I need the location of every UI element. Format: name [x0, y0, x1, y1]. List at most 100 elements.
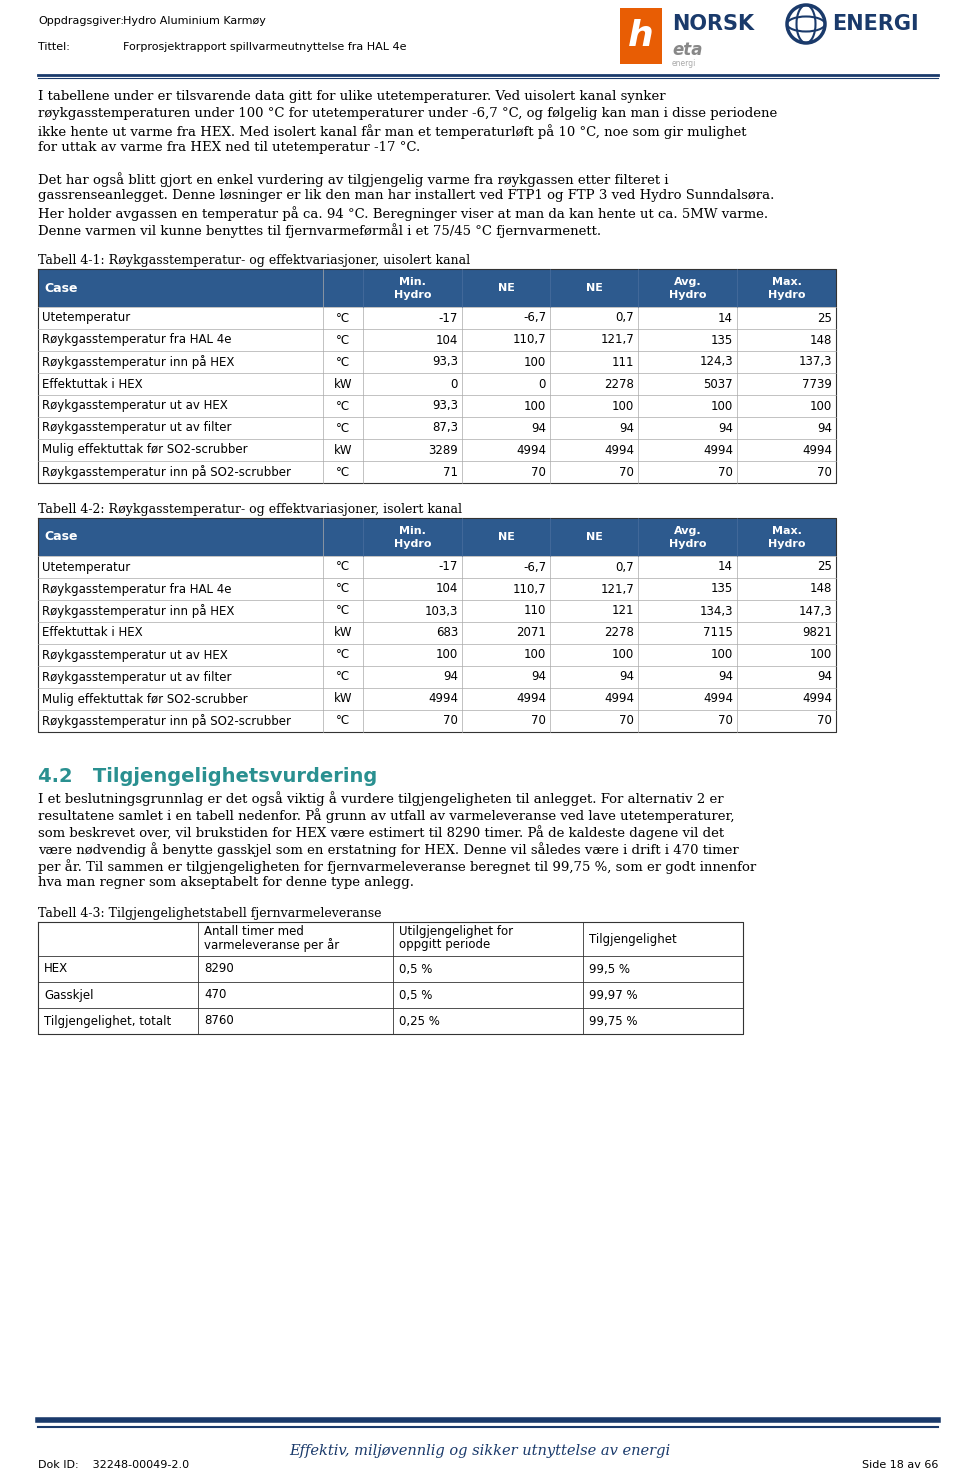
Bar — [38, 1008, 743, 1035]
Text: kW: kW — [334, 443, 352, 456]
Text: 14: 14 — [718, 311, 733, 325]
Bar — [38, 579, 836, 601]
Text: 100: 100 — [436, 648, 458, 661]
Text: 100: 100 — [524, 648, 546, 661]
Text: 0: 0 — [539, 378, 546, 391]
Text: varmeleveranse per år: varmeleveranse per år — [204, 939, 339, 952]
Text: Avg.: Avg. — [674, 525, 702, 536]
Text: 4994: 4994 — [516, 443, 546, 456]
Bar — [38, 601, 836, 621]
Text: 8760: 8760 — [204, 1014, 233, 1027]
Text: 100: 100 — [710, 400, 733, 412]
Text: °C: °C — [336, 400, 350, 412]
Text: 4994: 4994 — [802, 443, 832, 456]
Text: for uttak av varme fra HEX ned til utetemperatur -17 °C.: for uttak av varme fra HEX ned til utete… — [38, 142, 420, 154]
Text: Effektiv, miljøvennlig og sikker utnyttelse av energi: Effektiv, miljøvennlig og sikker utnytte… — [289, 1444, 671, 1458]
Text: Min.: Min. — [399, 525, 426, 536]
Bar — [38, 621, 836, 644]
Text: 71: 71 — [443, 465, 458, 478]
Text: °C: °C — [336, 670, 350, 683]
Text: Her holder avgassen en temperatur på ca. 94 °C. Beregninger viser at man da kan : Her holder avgassen en temperatur på ca.… — [38, 207, 768, 221]
Text: som beskrevet over, vil brukstiden for HEX være estimert til 8290 timer. På de k: som beskrevet over, vil brukstiden for H… — [38, 825, 724, 840]
Text: 5037: 5037 — [704, 378, 733, 391]
Text: 148: 148 — [809, 334, 832, 347]
Text: 94: 94 — [817, 670, 832, 683]
Text: Forprosjektrapport spillvarmeutnyttelse fra HAL 4e: Forprosjektrapport spillvarmeutnyttelse … — [123, 41, 406, 52]
Text: resultatene samlet i en tabell nedenfor. På grunn av utfall av varmeleveranse ve: resultatene samlet i en tabell nedenfor.… — [38, 807, 734, 824]
Text: 99,5 %: 99,5 % — [589, 962, 630, 976]
Text: 100: 100 — [809, 400, 832, 412]
Text: h: h — [628, 19, 654, 53]
Text: °C: °C — [336, 356, 350, 369]
Text: Min.: Min. — [399, 277, 426, 286]
Text: Røykgasstemperatur inn på SO2-scrubber: Røykgasstemperatur inn på SO2-scrubber — [42, 465, 291, 480]
Text: 94: 94 — [619, 422, 634, 434]
Text: Tabell 4-1: Røykgasstemperatur- og effektvariasjoner, uisolert kanal: Tabell 4-1: Røykgasstemperatur- og effek… — [38, 254, 470, 267]
Bar — [38, 461, 836, 483]
Text: Utilgjengelighet for: Utilgjengelighet for — [399, 925, 514, 939]
Text: 70: 70 — [817, 714, 832, 728]
Text: 70: 70 — [619, 465, 634, 478]
Text: 110,7: 110,7 — [513, 583, 546, 595]
Bar — [38, 556, 836, 579]
Text: 94: 94 — [718, 422, 733, 434]
Text: Hydro: Hydro — [669, 289, 707, 300]
Bar — [38, 666, 836, 688]
Text: 87,3: 87,3 — [432, 422, 458, 434]
Text: Røykgasstemperatur fra HAL 4e: Røykgasstemperatur fra HAL 4e — [42, 583, 231, 595]
Text: 4994: 4994 — [802, 692, 832, 706]
Text: oppgitt periode: oppgitt periode — [399, 939, 491, 951]
Bar — [38, 438, 836, 461]
Text: Case: Case — [44, 282, 78, 295]
Text: Mulig effektuttak før SO2-scrubber: Mulig effektuttak før SO2-scrubber — [42, 692, 248, 706]
Text: 94: 94 — [531, 670, 546, 683]
Text: Det har også blitt gjort en enkel vurdering av tilgjengelig varme fra røykgassen: Det har også blitt gjort en enkel vurder… — [38, 173, 668, 187]
Text: -6,7: -6,7 — [523, 311, 546, 325]
Text: Case: Case — [44, 530, 78, 543]
Text: 8290: 8290 — [204, 962, 233, 976]
Text: I et beslutningsgrunnlag er det også viktig å vurdere tilgjengeligheten til anle: I et beslutningsgrunnlag er det også vik… — [38, 791, 724, 806]
Text: 93,3: 93,3 — [432, 400, 458, 412]
Text: Røykgasstemperatur ut av filter: Røykgasstemperatur ut av filter — [42, 422, 231, 434]
Text: HEX: HEX — [44, 962, 68, 976]
Text: 70: 70 — [531, 714, 546, 728]
Text: °C: °C — [336, 422, 350, 434]
Bar — [620, 7, 662, 63]
Text: °C: °C — [336, 311, 350, 325]
Bar — [38, 922, 743, 956]
Text: 110,7: 110,7 — [513, 334, 546, 347]
Text: Mulig effektuttak før SO2-scrubber: Mulig effektuttak før SO2-scrubber — [42, 443, 248, 456]
Text: NE: NE — [497, 531, 515, 542]
Text: -17: -17 — [439, 561, 458, 574]
Text: Denne varmen vil kunne benyttes til fjernvarmeførmål i et 75/45 °C fjernvarmenet: Denne varmen vil kunne benyttes til fjer… — [38, 223, 601, 238]
Text: 100: 100 — [710, 648, 733, 661]
Text: 104: 104 — [436, 334, 458, 347]
Text: 100: 100 — [612, 648, 634, 661]
Text: 4994: 4994 — [703, 692, 733, 706]
Text: °C: °C — [336, 714, 350, 728]
Text: I tabellene under er tilsvarende data gitt for ulike utetemperaturer. Ved uisole: I tabellene under er tilsvarende data gi… — [38, 90, 665, 103]
Text: 103,3: 103,3 — [424, 605, 458, 617]
Text: 70: 70 — [531, 465, 546, 478]
Text: °C: °C — [336, 605, 350, 617]
Text: 121,7: 121,7 — [600, 583, 634, 595]
Bar — [38, 373, 836, 396]
Bar — [38, 329, 836, 351]
Text: 0,25 %: 0,25 % — [399, 1014, 440, 1027]
Text: 99,75 %: 99,75 % — [589, 1014, 637, 1027]
Bar — [38, 982, 743, 1008]
Text: 121: 121 — [612, 605, 634, 617]
Text: 2278: 2278 — [604, 626, 634, 639]
Text: 135: 135 — [710, 334, 733, 347]
Bar — [38, 710, 836, 732]
Text: 100: 100 — [524, 356, 546, 369]
Text: 70: 70 — [444, 714, 458, 728]
Text: 70: 70 — [718, 714, 733, 728]
Text: 110: 110 — [523, 605, 546, 617]
Text: Hydro: Hydro — [394, 289, 431, 300]
Text: 683: 683 — [436, 626, 458, 639]
Text: røykgasstemperaturen under 100 °C for utetemperaturer under -6,7 °C, og følgelig: røykgasstemperaturen under 100 °C for ut… — [38, 106, 778, 120]
Text: 111: 111 — [612, 356, 634, 369]
Text: 0,7: 0,7 — [615, 311, 634, 325]
Text: Utetemperatur: Utetemperatur — [42, 561, 131, 574]
